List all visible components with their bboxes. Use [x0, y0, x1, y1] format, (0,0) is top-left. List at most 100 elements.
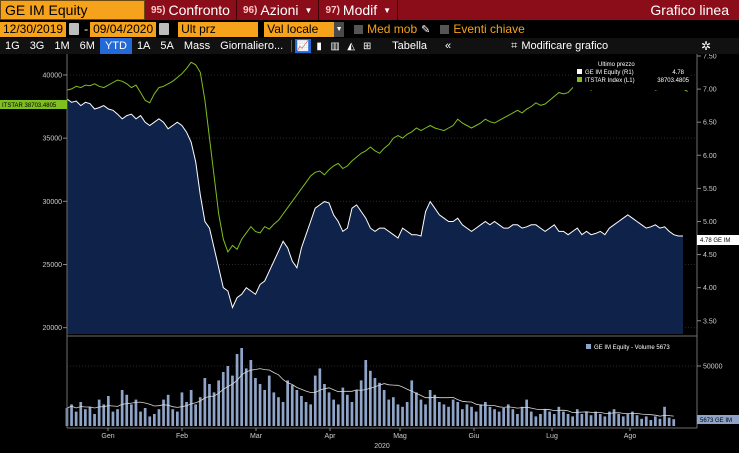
volume-bar: [309, 404, 312, 426]
volume-bar: [198, 397, 202, 426]
volume-bar: [240, 348, 243, 426]
x-axis-label: Feb: [176, 433, 188, 440]
volume-bar: [548, 411, 551, 426]
volume-bar: [484, 402, 487, 426]
volume-bar: [74, 411, 78, 426]
volume-bar: [589, 415, 593, 426]
index-last-flag: [0, 100, 67, 109]
volume-bar: [557, 406, 561, 426]
volume-bar: [171, 409, 175, 426]
volume-bar: [355, 390, 358, 426]
volume-bar: [153, 414, 156, 426]
right-axis-label: 6.00: [703, 153, 717, 160]
volume-bar: [516, 414, 519, 426]
volume-bar: [203, 378, 207, 426]
period-ytd[interactable]: YTD: [99, 38, 132, 54]
period-toolbar: 1G 3G 1M 6M YTD 1A 5A Mass Giornaliero..…: [0, 38, 739, 54]
gear-icon[interactable]: ✲: [700, 39, 711, 53]
volume-bar: [626, 414, 630, 426]
chevron-down-icon[interactable]: ▼: [334, 21, 345, 37]
pencil-icon[interactable]: ✎: [421, 23, 431, 36]
volume-bar: [442, 404, 446, 426]
volume-bar: [511, 409, 515, 426]
volume-bar: [552, 414, 556, 426]
volume-bar: [102, 404, 106, 426]
chart-edit-icon: ⌗: [511, 39, 518, 52]
modify-chart-button[interactable]: ⌗ Modificare grafico: [506, 38, 613, 54]
edit-menu-button[interactable]: 97) Modif ▼: [319, 0, 399, 20]
right-axis-label: 5.50: [703, 186, 717, 193]
start-date-input[interactable]: 12/30/2019: [0, 21, 67, 37]
price-area: [67, 99, 683, 334]
grid-icon[interactable]: ⊞: [362, 40, 372, 52]
line-chart-icon[interactable]: 📈: [295, 39, 312, 53]
currency-select[interactable]: Val locale: [264, 21, 335, 37]
volume-bar: [373, 378, 377, 426]
volume-bar: [134, 399, 138, 426]
volume-bar: [640, 418, 643, 426]
volume-bar: [543, 409, 547, 426]
title-bar: GE IM Equity 95) Confronto 96) Azioni ▼ …: [0, 0, 739, 20]
volume-bar: [419, 399, 423, 426]
volume-bar: [226, 366, 230, 426]
calendar-icon[interactable]: [69, 23, 80, 35]
x-axis-label: Lug: [546, 433, 558, 440]
volume-bars: [65, 348, 676, 426]
volume-bar: [575, 409, 579, 426]
collapse-icon[interactable]: «: [445, 40, 452, 52]
moving-avg-label: Med mob: [367, 22, 418, 36]
left-axis-label: 25000: [43, 262, 63, 269]
volume-bar: [323, 384, 326, 426]
period-3g[interactable]: 3G: [29, 40, 45, 52]
menu-number: 96): [242, 4, 258, 16]
right-axis-label: 7.00: [703, 87, 717, 94]
calendar-icon[interactable]: [159, 23, 170, 35]
x-axis-label: Ago: [624, 433, 637, 440]
price-line: [66, 98, 683, 309]
volume-bar: [438, 402, 441, 426]
caret-down-icon: ▼: [304, 5, 313, 15]
x-axis-label: Mar: [250, 433, 263, 440]
actions-menu-button[interactable]: 96) Azioni ▼: [237, 0, 320, 20]
date-separator: -: [84, 22, 89, 36]
table-button[interactable]: Tabella: [392, 40, 427, 52]
period-1m[interactable]: 1M: [54, 40, 70, 52]
volume-bar: [304, 402, 308, 426]
area-chart-icon[interactable]: ◭: [347, 40, 355, 52]
volume-bar: [97, 399, 101, 426]
bar-chart-icon[interactable]: ▮: [316, 40, 322, 52]
volume-bar: [410, 380, 414, 426]
menu-label: Confronto: [168, 2, 230, 18]
period-6m[interactable]: 6M: [79, 40, 95, 52]
volume-bar: [267, 375, 271, 426]
volume-bar: [474, 411, 478, 426]
end-date-input[interactable]: 09/04/2020: [90, 21, 157, 37]
candle-chart-icon[interactable]: ▥: [330, 40, 340, 52]
price-chart[interactable]: 20000 25000 30000 35000 40000 3.50 4.00 4.50 5.…: [0, 54, 739, 453]
period-max[interactable]: Mass: [183, 40, 211, 52]
left-axis-ticks: 20000 25000 30000 35000 40000: [43, 72, 67, 332]
volume-bar: [107, 396, 110, 426]
right-axis-label: 4.50: [703, 252, 717, 259]
volume-bar: [341, 387, 345, 426]
price-field-select[interactable]: Ult prz: [178, 21, 259, 37]
modify-chart-label: Modificare grafico: [521, 40, 609, 52]
volume-bar: [644, 416, 648, 426]
period-1g[interactable]: 1G: [5, 40, 20, 52]
volume-bar: [621, 416, 625, 426]
frequency-select[interactable]: Giornaliero...: [220, 40, 284, 52]
volume-bar: [649, 420, 653, 426]
volume-bar: [382, 390, 386, 426]
period-5a[interactable]: 5A: [160, 40, 174, 52]
compare-menu-button[interactable]: 95) Confronto: [145, 0, 237, 20]
volume-bar: [520, 406, 524, 426]
period-1a[interactable]: 1A: [136, 40, 151, 52]
volume-bar: [424, 404, 427, 426]
divider: [291, 40, 293, 52]
moving-avg-checkbox[interactable]: [354, 24, 364, 34]
volume-bar: [327, 392, 331, 426]
ticker-input[interactable]: GE IM Equity: [0, 0, 145, 20]
legend-header: Ultimo prezzo: [598, 62, 635, 68]
volume-bar: [208, 384, 211, 426]
key-events-checkbox[interactable]: [440, 24, 450, 34]
